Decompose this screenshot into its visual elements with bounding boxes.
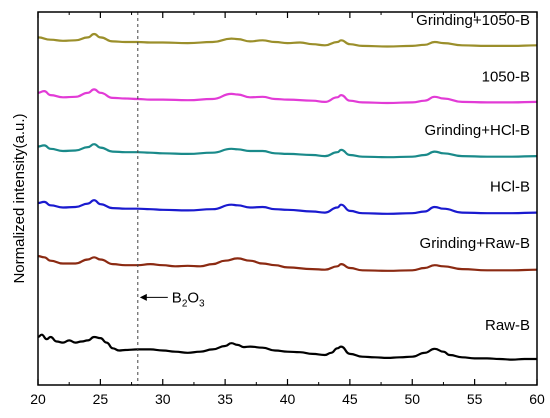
y-axis-title: Normalized intensity(a.u.) — [11, 113, 28, 283]
x-tick-label: 55 — [467, 391, 483, 407]
x-tick-label: 50 — [404, 391, 420, 407]
series-layer: Grinding+1050-B 1050-B Grinding+HCl-B HCl-B… — [37, 12, 538, 361]
x-tick-label: 20 — [30, 391, 46, 407]
series-line-4 — [37, 255, 538, 272]
x-tick-label: 60 — [529, 391, 545, 407]
series-line-5 — [37, 333, 537, 361]
series-line-1 — [37, 88, 538, 105]
b2o3-arrow-head — [139, 293, 147, 301]
annotation-layer: B2O3 — [137, 12, 205, 385]
b2o3-label: B2O3 — [172, 289, 205, 309]
series-line-0 — [37, 32, 538, 48]
series-label-5: Raw-B — [485, 317, 530, 334]
axis-layer: 20 25 30 35 40 45 50 55 60 — [30, 11, 545, 407]
series-label-4: Grinding+Raw-B — [420, 235, 530, 252]
series-label-3: HCl-B — [490, 179, 530, 196]
x-tick-label: 40 — [280, 391, 296, 407]
series-label-2: Grinding+HCl-B — [425, 122, 530, 139]
series-label-0: Grinding+1050-B — [416, 12, 530, 29]
series-label-1: 1050-B — [482, 69, 530, 86]
x-tick-label: 45 — [342, 391, 358, 407]
x-tick-label: 25 — [93, 391, 109, 407]
x-tick-label: 35 — [217, 391, 233, 407]
x-tick-label: 30 — [155, 391, 171, 407]
series-line-2 — [37, 143, 538, 159]
plot-frame — [37, 11, 538, 386]
series-line-3 — [37, 199, 538, 215]
